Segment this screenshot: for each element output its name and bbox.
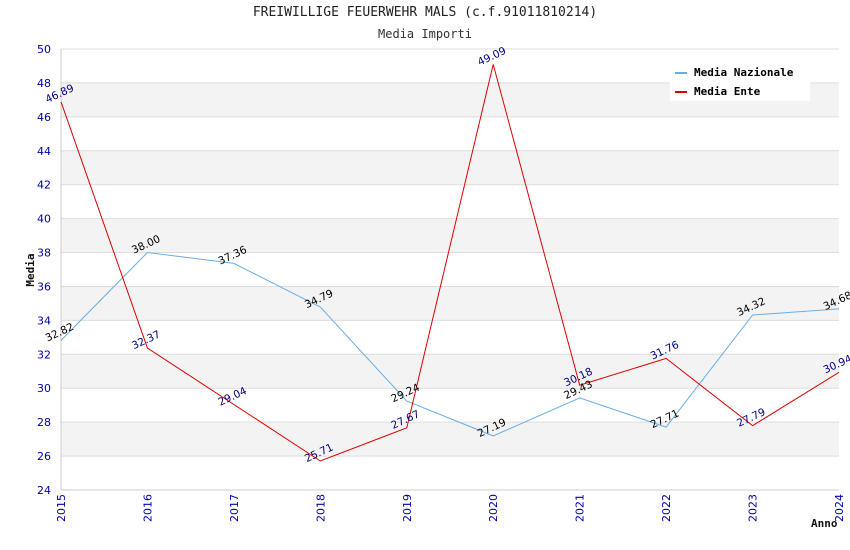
x-tick-label: 2017 (228, 494, 241, 522)
y-tick-label: 44 (37, 145, 51, 158)
grid-band (61, 286, 839, 321)
series-lines (60, 64, 840, 462)
data-label: 49.09 (476, 45, 508, 69)
x-tick-label: 2022 (660, 494, 673, 522)
legend-box (670, 60, 810, 101)
grid-bands (61, 82, 839, 457)
y-tick-label: 42 (37, 179, 51, 192)
x-tick-label: 2023 (747, 494, 760, 522)
x-tick-label: 2018 (314, 494, 327, 522)
legend: Media Nazionale Media Ente (670, 60, 810, 101)
y-tick-label: 38 (37, 247, 51, 260)
x-tick-label: 2019 (401, 494, 414, 522)
x-tick-label: 2024 (833, 494, 846, 522)
x-axis-label: Anno (811, 517, 838, 530)
y-tick-label: 34 (37, 314, 51, 327)
y-tick-label: 36 (37, 280, 51, 293)
y-tick-label: 28 (37, 416, 51, 429)
y-tick-label: 32 (37, 348, 51, 361)
y-axis-label: Media (24, 253, 37, 286)
chart-title: FREIWILLIGE FEUERWEHR MALS (c.f.91011810… (252, 5, 598, 20)
x-tick-labels: 2015 2016 2017 2018 2019 2020 2021 2022 2023 2024 (55, 494, 846, 522)
y-tick-label: 40 (37, 213, 51, 226)
y-tick-label: 26 (37, 450, 51, 463)
y-tick-label: 48 (37, 77, 51, 90)
y-tick-label: 24 (37, 484, 51, 497)
legend-entry: Media Nazionale (694, 66, 794, 79)
legend-entry: Media Ente (694, 85, 761, 98)
x-tick-label: 2021 (574, 494, 587, 522)
x-tick-label: 2020 (487, 494, 500, 522)
y-tick-labels: 24 26 28 30 32 34 36 38 40 42 44 46 48 50 (37, 43, 51, 497)
y-tick-label: 30 (37, 382, 51, 395)
chart-subtitle: Media Importi (378, 27, 472, 41)
grid-band (61, 150, 839, 185)
grid-band (61, 422, 839, 457)
x-tick-label: 2015 (55, 494, 68, 522)
series-line (60, 64, 840, 462)
series-line (60, 251, 840, 437)
grid-band (61, 354, 839, 389)
y-tick-label: 46 (37, 111, 51, 124)
x-tick-label: 2016 (141, 494, 154, 522)
axes (60, 49, 839, 491)
data-label: 32.37 (130, 329, 162, 353)
y-tick-label: 50 (37, 43, 51, 56)
